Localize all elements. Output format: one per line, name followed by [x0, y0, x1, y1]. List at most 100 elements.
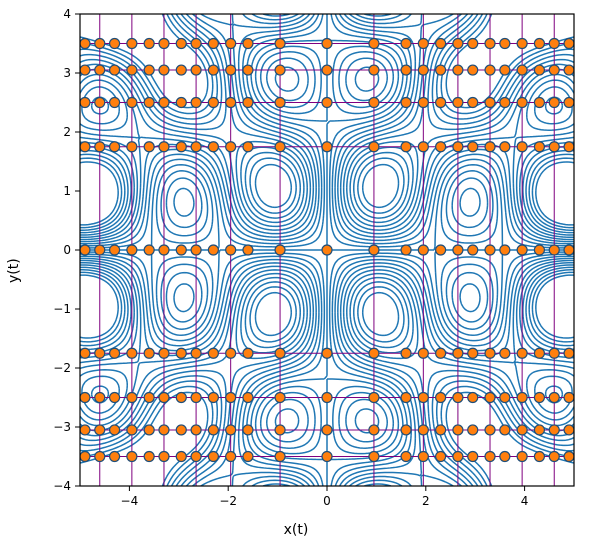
fixed-point-marker [226, 425, 236, 435]
fixed-point-marker [517, 39, 527, 49]
fixed-point-marker [159, 425, 169, 435]
fixed-point-marker [453, 39, 463, 49]
x-tick-label: 0 [323, 494, 331, 508]
fixed-point-marker [549, 393, 559, 403]
fixed-point-marker [144, 142, 154, 152]
fixed-point-marker [517, 245, 527, 255]
fixed-point-marker [275, 245, 285, 255]
fixed-point-marker [485, 348, 495, 358]
y-tick-label: −3 [53, 420, 71, 434]
fixed-point-marker [95, 348, 105, 358]
fixed-point-marker [500, 452, 510, 462]
fixed-point-marker [549, 65, 559, 75]
fixed-point-marker [468, 245, 478, 255]
fixed-point-marker [534, 245, 544, 255]
fixed-point-marker [517, 348, 527, 358]
fixed-point-marker [485, 98, 495, 108]
fixed-point-marker [243, 65, 253, 75]
fixed-point-marker [418, 98, 428, 108]
fixed-point-marker [176, 393, 186, 403]
fixed-point-marker [208, 142, 218, 152]
fixed-point-marker [176, 348, 186, 358]
fixed-point-marker [275, 65, 285, 75]
fixed-point-marker [468, 348, 478, 358]
fixed-point-marker [549, 452, 559, 462]
fixed-point-marker [176, 452, 186, 462]
fixed-point-marker [401, 393, 411, 403]
fixed-point-marker [176, 39, 186, 49]
fixed-point-marker [127, 98, 137, 108]
fixed-point-marker [436, 452, 446, 462]
fixed-point-marker [144, 393, 154, 403]
fixed-point-marker [436, 348, 446, 358]
fixed-point-marker [549, 39, 559, 49]
fixed-point-marker [159, 98, 169, 108]
fixed-point-marker [534, 425, 544, 435]
fixed-point-marker [418, 142, 428, 152]
fixed-point-marker [159, 452, 169, 462]
fixed-point-marker [564, 65, 574, 75]
fixed-point-marker [485, 452, 495, 462]
fixed-point-marker [226, 98, 236, 108]
fixed-point-marker [369, 98, 379, 108]
fixed-point-marker [275, 452, 285, 462]
y-tick-label: 4 [63, 7, 71, 21]
fixed-point-marker [564, 142, 574, 152]
fixed-point-marker [159, 348, 169, 358]
fixed-point-marker [549, 348, 559, 358]
fixed-point-marker [127, 452, 137, 462]
fixed-point-marker [80, 348, 90, 358]
fixed-point-marker [208, 65, 218, 75]
fixed-point-marker [401, 39, 411, 49]
x-tick-label: −4 [121, 494, 139, 508]
fixed-point-marker [500, 245, 510, 255]
fixed-point-marker [144, 245, 154, 255]
fixed-point-marker [127, 245, 137, 255]
fixed-point-marker [95, 452, 105, 462]
fixed-point-marker [80, 393, 90, 403]
fixed-point-marker [243, 348, 253, 358]
fixed-point-marker [144, 98, 154, 108]
fixed-point-marker [485, 245, 495, 255]
fixed-point-marker [110, 142, 120, 152]
fixed-point-marker [534, 348, 544, 358]
fixed-point-marker [468, 98, 478, 108]
fixed-point-marker [159, 39, 169, 49]
y-axis-label: y(t) [6, 0, 22, 542]
fixed-point-marker [322, 245, 332, 255]
fixed-point-marker [453, 452, 463, 462]
fixed-point-marker [127, 393, 137, 403]
fixed-point-marker [80, 452, 90, 462]
fixed-point-marker [517, 65, 527, 75]
fixed-point-marker [564, 393, 574, 403]
fixed-point-marker [159, 142, 169, 152]
fixed-point-marker [159, 245, 169, 255]
fixed-point-marker [144, 39, 154, 49]
fixed-point-marker [468, 39, 478, 49]
fixed-point-marker [322, 98, 332, 108]
fixed-point-marker [369, 393, 379, 403]
fixed-point-marker [436, 142, 446, 152]
fixed-point-marker [369, 452, 379, 462]
fixed-point-marker [191, 142, 201, 152]
fixed-point-marker [549, 142, 559, 152]
fixed-point-marker [322, 393, 332, 403]
fixed-point-marker [500, 348, 510, 358]
fixed-point-marker [322, 142, 332, 152]
fixed-point-marker [191, 425, 201, 435]
fixed-point-marker [322, 425, 332, 435]
fixed-point-marker [401, 98, 411, 108]
fixed-point-marker [401, 348, 411, 358]
fixed-point-marker [110, 245, 120, 255]
fixed-point-marker [534, 393, 544, 403]
fixed-point-marker [110, 65, 120, 75]
fixed-point-marker [485, 425, 495, 435]
fixed-point-marker [485, 393, 495, 403]
fixed-point-marker [436, 65, 446, 75]
fixed-point-marker [322, 452, 332, 462]
fixed-point-marker [500, 393, 510, 403]
fixed-point-marker [418, 39, 428, 49]
fixed-point-marker [369, 348, 379, 358]
fixed-point-marker [176, 425, 186, 435]
fixed-point-marker [517, 393, 527, 403]
